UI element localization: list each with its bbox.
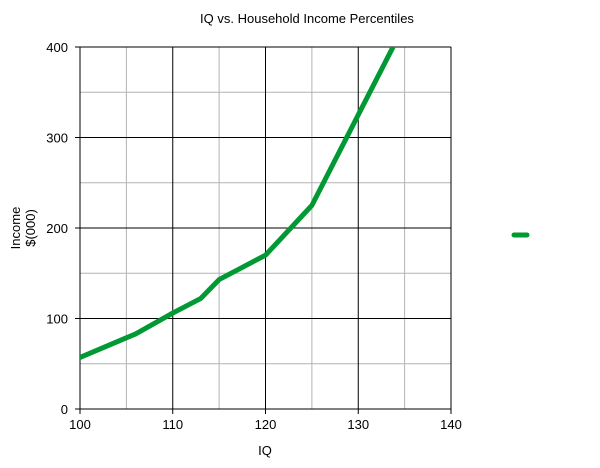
y-tick-label: 200 <box>46 221 68 236</box>
x-tick-label: 120 <box>255 417 277 432</box>
x-tick-label: 130 <box>347 417 369 432</box>
chart-title: IQ vs. Household Income Percentiles <box>200 11 414 26</box>
y-tick-label: 300 <box>46 131 68 146</box>
y-tick-label: 0 <box>61 402 68 417</box>
grid <box>75 46 452 414</box>
series-line <box>80 47 396 360</box>
y-axis-label-line1: Income <box>8 207 23 250</box>
x-tick-label: 100 <box>69 417 91 432</box>
x-tick-label: 110 <box>162 417 183 432</box>
x-tick-label: 140 <box>440 417 462 432</box>
series-lines <box>80 47 396 360</box>
x-axis-label: IQ <box>258 443 272 458</box>
y-tick-label: 100 <box>46 312 68 327</box>
y-axis-label-line2: $(000) <box>23 209 38 247</box>
y-tick-label: 400 <box>46 40 68 55</box>
